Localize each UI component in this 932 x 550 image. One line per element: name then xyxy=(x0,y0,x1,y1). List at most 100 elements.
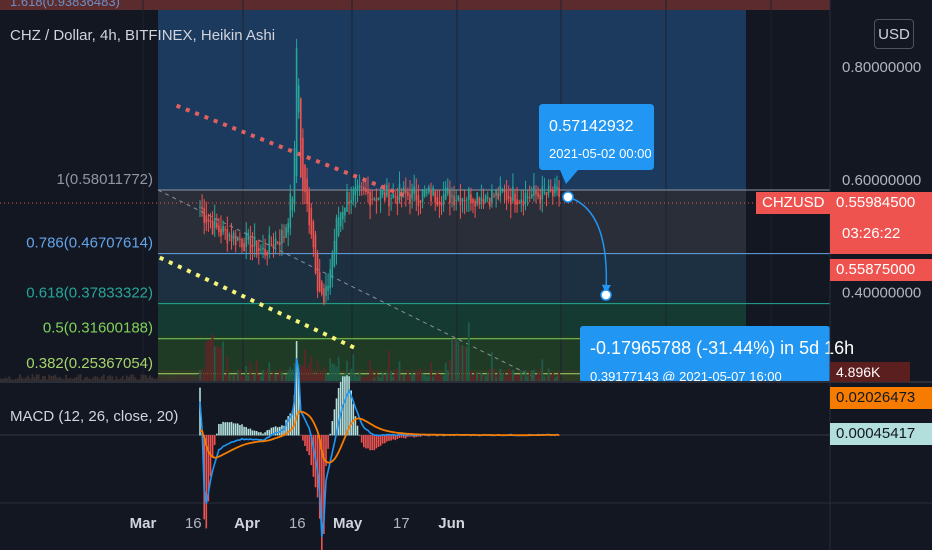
candle-body xyxy=(402,186,405,195)
candle-body xyxy=(398,184,401,201)
macd-legend[interactable]: MACD (12, 26, close, 20) xyxy=(10,408,179,425)
projection-arrow[interactable] xyxy=(567,196,611,294)
volume-bar xyxy=(442,375,445,382)
fib-label: 0.382(0.25367054) xyxy=(26,355,153,372)
candle-body xyxy=(203,208,205,223)
volume-bar xyxy=(56,377,59,382)
volume-bar xyxy=(505,377,508,382)
volume-bar xyxy=(197,374,200,382)
macd-hist-bar xyxy=(390,435,392,441)
symbol-label[interactable]: CHZUSD xyxy=(756,192,831,214)
volume-bar xyxy=(323,367,325,382)
candle-body xyxy=(291,198,294,211)
volume-bar xyxy=(226,355,229,382)
volume-bar xyxy=(58,376,61,382)
candle-body xyxy=(436,197,439,206)
volume-bar xyxy=(417,372,420,382)
time-tick: Apr xyxy=(234,515,260,532)
volume-bar xyxy=(195,376,198,382)
volume-bar xyxy=(463,347,466,382)
macd-hist-bar xyxy=(216,433,218,436)
volume-bar xyxy=(170,379,172,382)
volume-bar xyxy=(211,334,214,382)
volume-bar xyxy=(224,374,227,382)
volume-bar xyxy=(123,379,126,382)
volume-bar xyxy=(90,379,93,382)
candle-body xyxy=(232,232,235,239)
volume-bar xyxy=(159,374,162,382)
projection-end-point[interactable] xyxy=(600,289,612,301)
macd-hist-bar xyxy=(258,432,260,436)
volume-bar xyxy=(128,377,130,382)
upper-trendline[interactable] xyxy=(175,103,406,198)
candle-body xyxy=(295,48,298,177)
macd-hist-bar xyxy=(375,435,378,449)
macd-hist-bar xyxy=(312,435,315,477)
macd-hist-bar xyxy=(352,403,355,436)
volume-bar xyxy=(12,379,15,382)
volume-bar xyxy=(402,374,405,382)
candle-body xyxy=(201,207,203,210)
candle-body xyxy=(258,248,260,252)
volume-bar xyxy=(18,374,21,382)
volume-bar xyxy=(71,378,74,382)
volume-bar xyxy=(113,379,116,382)
volume-bar xyxy=(249,361,252,382)
fib-label: 0.5(0.31600188) xyxy=(43,320,153,337)
time-tick: May xyxy=(333,515,363,532)
volume-bar xyxy=(478,373,481,382)
candle-body xyxy=(413,186,415,194)
volume-bar xyxy=(115,376,118,382)
candle-body xyxy=(405,190,407,194)
candle-body xyxy=(428,186,430,193)
volume-bar xyxy=(157,377,160,382)
candle-body xyxy=(409,193,411,204)
candle-body xyxy=(264,248,266,256)
volume-bar xyxy=(516,375,518,382)
chart-title[interactable]: CHZ / Dollar, 4h, BITFINEX, Heikin Ashi xyxy=(10,27,276,44)
candle-body xyxy=(459,197,462,205)
projection-start-point[interactable] xyxy=(562,191,574,203)
volume-bar xyxy=(350,368,353,382)
currency-button[interactable]: USD xyxy=(874,19,914,49)
volume-bar xyxy=(331,363,334,382)
candle-body xyxy=(493,195,495,197)
macd-hist-bar xyxy=(306,435,308,452)
macd-hist-bar xyxy=(247,428,250,436)
volume-bar xyxy=(293,362,296,382)
volume-bar xyxy=(230,377,233,382)
volume-bar xyxy=(209,339,212,382)
candle-body xyxy=(512,186,514,201)
candle-body xyxy=(373,198,376,200)
macd-hist-bar xyxy=(394,435,397,441)
volume-bar xyxy=(556,375,558,382)
volume-bar xyxy=(554,377,556,382)
candle-body xyxy=(417,195,420,206)
volume-bar xyxy=(352,354,355,382)
volume-bar xyxy=(130,374,132,382)
macd-hist-bar xyxy=(291,411,294,436)
candle-body xyxy=(339,212,342,227)
dashed-diagonal xyxy=(157,189,541,381)
volume-bar xyxy=(215,345,218,382)
volume-bar xyxy=(266,368,269,382)
time-axis-ticks[interactable]: Mar 16 Apr 16 May 17 Jun xyxy=(130,515,465,532)
volume-bar xyxy=(274,374,277,382)
macd-hist-bar xyxy=(360,435,363,443)
price-axis-ticks[interactable]: 0.80000000 0.60000000 0.40000000 xyxy=(842,59,921,301)
volume-bar xyxy=(549,374,552,382)
candle-body xyxy=(342,211,344,220)
volume-bar xyxy=(220,347,222,382)
volume-bar xyxy=(493,368,495,382)
candle-body xyxy=(274,238,277,246)
volume-bar xyxy=(503,370,506,382)
macd-hist-bar xyxy=(358,434,361,436)
candle-body xyxy=(363,186,365,190)
volume-bar xyxy=(522,376,525,382)
volume-bar xyxy=(253,373,256,382)
candle-body xyxy=(539,194,541,204)
candle-body xyxy=(547,185,550,194)
candle-body xyxy=(218,225,220,233)
volume-bar xyxy=(306,368,308,382)
